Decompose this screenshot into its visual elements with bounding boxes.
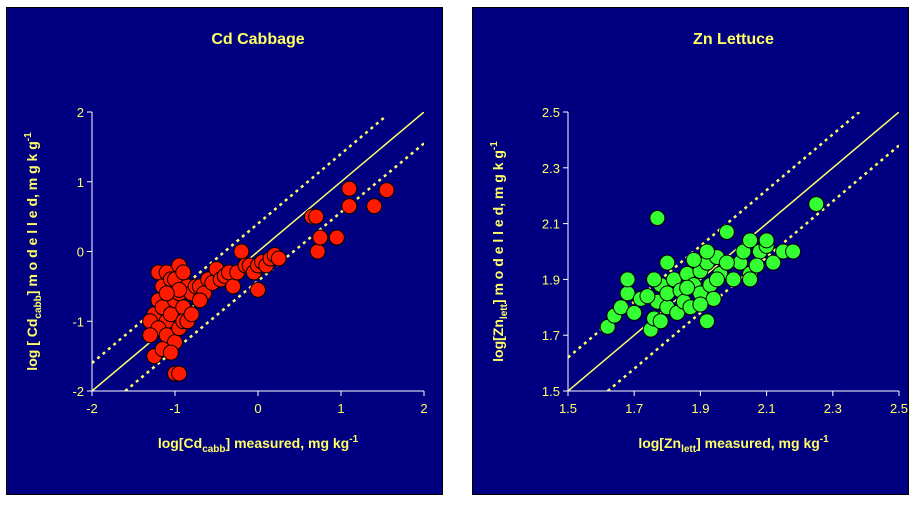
data-point <box>366 198 383 215</box>
y-tick-label: 2.1 <box>542 217 560 232</box>
label-superscript: -1 <box>23 132 34 141</box>
y-tick-label: 2.3 <box>542 161 560 176</box>
x-tick-label: -1 <box>169 401 181 416</box>
data-point <box>328 229 345 246</box>
x-tick-label: 1.7 <box>625 401 643 416</box>
label-superscript: -1 <box>349 434 358 445</box>
label-subscript: lett <box>499 303 510 319</box>
y-tick-label: 2.5 <box>542 105 560 120</box>
label-superscript: -1 <box>489 141 500 150</box>
data-point <box>742 271 759 288</box>
data-point <box>718 254 735 271</box>
one-to-one-line <box>92 112 424 391</box>
data-point <box>309 243 326 260</box>
data-point <box>685 251 702 268</box>
chart-title: Zn Lettuce <box>693 31 774 48</box>
label-text: log[Zn <box>490 319 506 362</box>
x-tick-label: 2.3 <box>824 401 842 416</box>
data-point <box>225 278 242 295</box>
data-point <box>142 327 159 344</box>
y-tick-label: 0 <box>77 245 84 260</box>
data-point <box>708 271 725 288</box>
one-to-one-line <box>568 112 899 391</box>
data-point <box>808 196 825 213</box>
data-point <box>742 232 759 249</box>
label-text: log[Zn <box>638 435 681 451</box>
label-text: log[Cd <box>158 435 202 451</box>
data-point <box>649 210 666 227</box>
data-point <box>171 365 188 382</box>
x-tick-label: 1.5 <box>559 401 577 416</box>
x-tick-label: 0 <box>254 401 261 416</box>
data-point <box>341 198 358 215</box>
y-tick-label: -1 <box>72 314 84 329</box>
x-axis-label: log[Cdcabb] measured, mg kg-1 <box>158 434 359 455</box>
data-point <box>758 232 775 249</box>
data-point <box>699 313 716 330</box>
label-subscript: lett <box>681 444 697 455</box>
x-tick-label: 1 <box>337 401 344 416</box>
data-point <box>175 264 192 281</box>
data-point <box>785 243 802 260</box>
cd-cabbage-panel: Cd Cabbage -2 -1 0 1 2 2 1 0 -1 -2 log[Cdcabb] meas… <box>6 7 443 495</box>
data-point <box>162 344 179 361</box>
label-text: ] m o d e l l e d, m g k g <box>490 150 506 304</box>
data-point <box>639 288 656 305</box>
x-axis-label: log[Znlett] measured, mg kg-1 <box>638 434 829 455</box>
data-point <box>312 229 329 246</box>
y-tick-label: 2 <box>77 105 84 120</box>
x-tick-label: -2 <box>86 401 98 416</box>
data-point <box>308 208 325 225</box>
data-point <box>341 180 358 197</box>
data-point <box>659 254 676 271</box>
data-point <box>659 285 676 302</box>
y-axis-label: log[Znlett] m o d e l l e d, m g k g-1 <box>489 141 510 362</box>
data-point <box>705 290 722 307</box>
data-point <box>718 223 735 240</box>
y-tick-label: 1 <box>77 175 84 190</box>
label-subscript: cabb <box>202 444 225 455</box>
data-point <box>191 292 208 309</box>
data-point <box>679 279 696 296</box>
data-point <box>725 271 742 288</box>
data-point <box>692 296 709 313</box>
y-tick-label: 1.5 <box>542 384 560 399</box>
data-point <box>699 243 716 260</box>
label-text: ] measured, mg kg <box>226 435 350 451</box>
data-point <box>652 313 669 330</box>
y-tick-label: -2 <box>72 384 84 399</box>
data-point <box>748 257 765 274</box>
data-point <box>183 306 200 323</box>
x-tick-label: 2.5 <box>890 401 908 416</box>
label-text: ] measured, mg kg <box>696 435 820 451</box>
chart-title: Cd Cabbage <box>211 31 304 48</box>
confidence-line <box>92 114 388 365</box>
data-point <box>765 254 782 271</box>
data-point <box>158 285 175 302</box>
zn-lettuce-panel: Zn Lettuce 1.5 1.7 1.9 2.1 2.3 2.5 2.5 2.3 2.1 1.9… <box>472 7 909 495</box>
label-superscript: -1 <box>820 434 829 445</box>
label-subscript: cabb <box>33 295 44 318</box>
x-tick-label: 2.1 <box>758 401 776 416</box>
x-tick-label: 1.9 <box>691 401 709 416</box>
data-point <box>250 281 266 298</box>
y-tick-label: 1.7 <box>542 328 560 343</box>
x-tick-label: 2 <box>420 401 427 416</box>
data-point <box>233 243 250 260</box>
data-point <box>646 271 663 288</box>
data-point <box>378 182 395 199</box>
label-text: ] m o d e l l e d, m g k g <box>24 141 40 295</box>
data-point <box>270 250 287 267</box>
y-tick-label: 1.9 <box>542 272 560 287</box>
data-point <box>619 271 636 288</box>
y-axis-label: log [ Cdcabb] m o d e l l e d, m g k g-1 <box>23 132 44 371</box>
data-point <box>626 304 643 321</box>
label-text: log [ Cd <box>24 319 40 371</box>
zn-lettuce-chart: Zn Lettuce 1.5 1.7 1.9 2.1 2.3 2.5 2.5 2.3 2.1 1.9… <box>489 31 908 455</box>
data-point <box>612 299 629 316</box>
